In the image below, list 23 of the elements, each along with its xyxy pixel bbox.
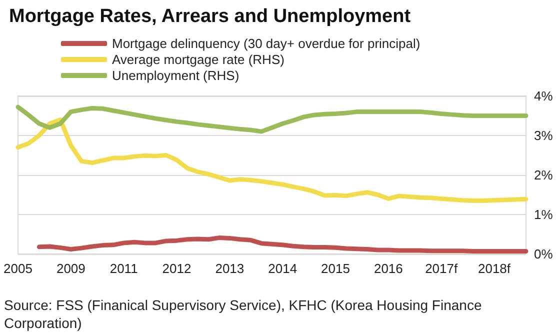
x-tick-label: 2015 (321, 261, 350, 276)
y-tick-label: 2% (534, 168, 554, 182)
x-tick-label: 2017f (425, 261, 458, 276)
line-series (16, 117, 528, 203)
source-note: Source: FSS (Finanical Supervisory Service), KFHC (Korea Housing Finance Corporation) (4, 297, 486, 331)
y-tick-label: 3% (534, 128, 554, 143)
x-tick-label: 2016 (374, 261, 403, 276)
x-tick-label: 2012 (162, 261, 192, 276)
x-tick-label: 2005 (4, 261, 32, 276)
x-tick-label: 2013 (215, 261, 244, 276)
line-series (36, 236, 528, 254)
legend-label: Mortgage delinquency (30 day+ overdue for principal) (112, 36, 420, 51)
y-tick-label: 1% (534, 207, 554, 222)
line-series (16, 104, 528, 134)
y-tick-label: 0% (534, 246, 554, 262)
x-tick-label: 2011 (110, 261, 138, 276)
x-tick-label: 2014 (268, 261, 298, 276)
legend-label: Unemployment (RHS) (112, 68, 240, 83)
y-tick-label: 4% (534, 88, 554, 104)
legend-label: Average mortgage rate (RHS) (112, 52, 284, 67)
x-tick-label: 2018f (478, 261, 511, 276)
x-tick-label: 2009 (56, 261, 86, 276)
chart-title: Mortgage Rates, Arrears and Unemployment (9, 6, 412, 27)
